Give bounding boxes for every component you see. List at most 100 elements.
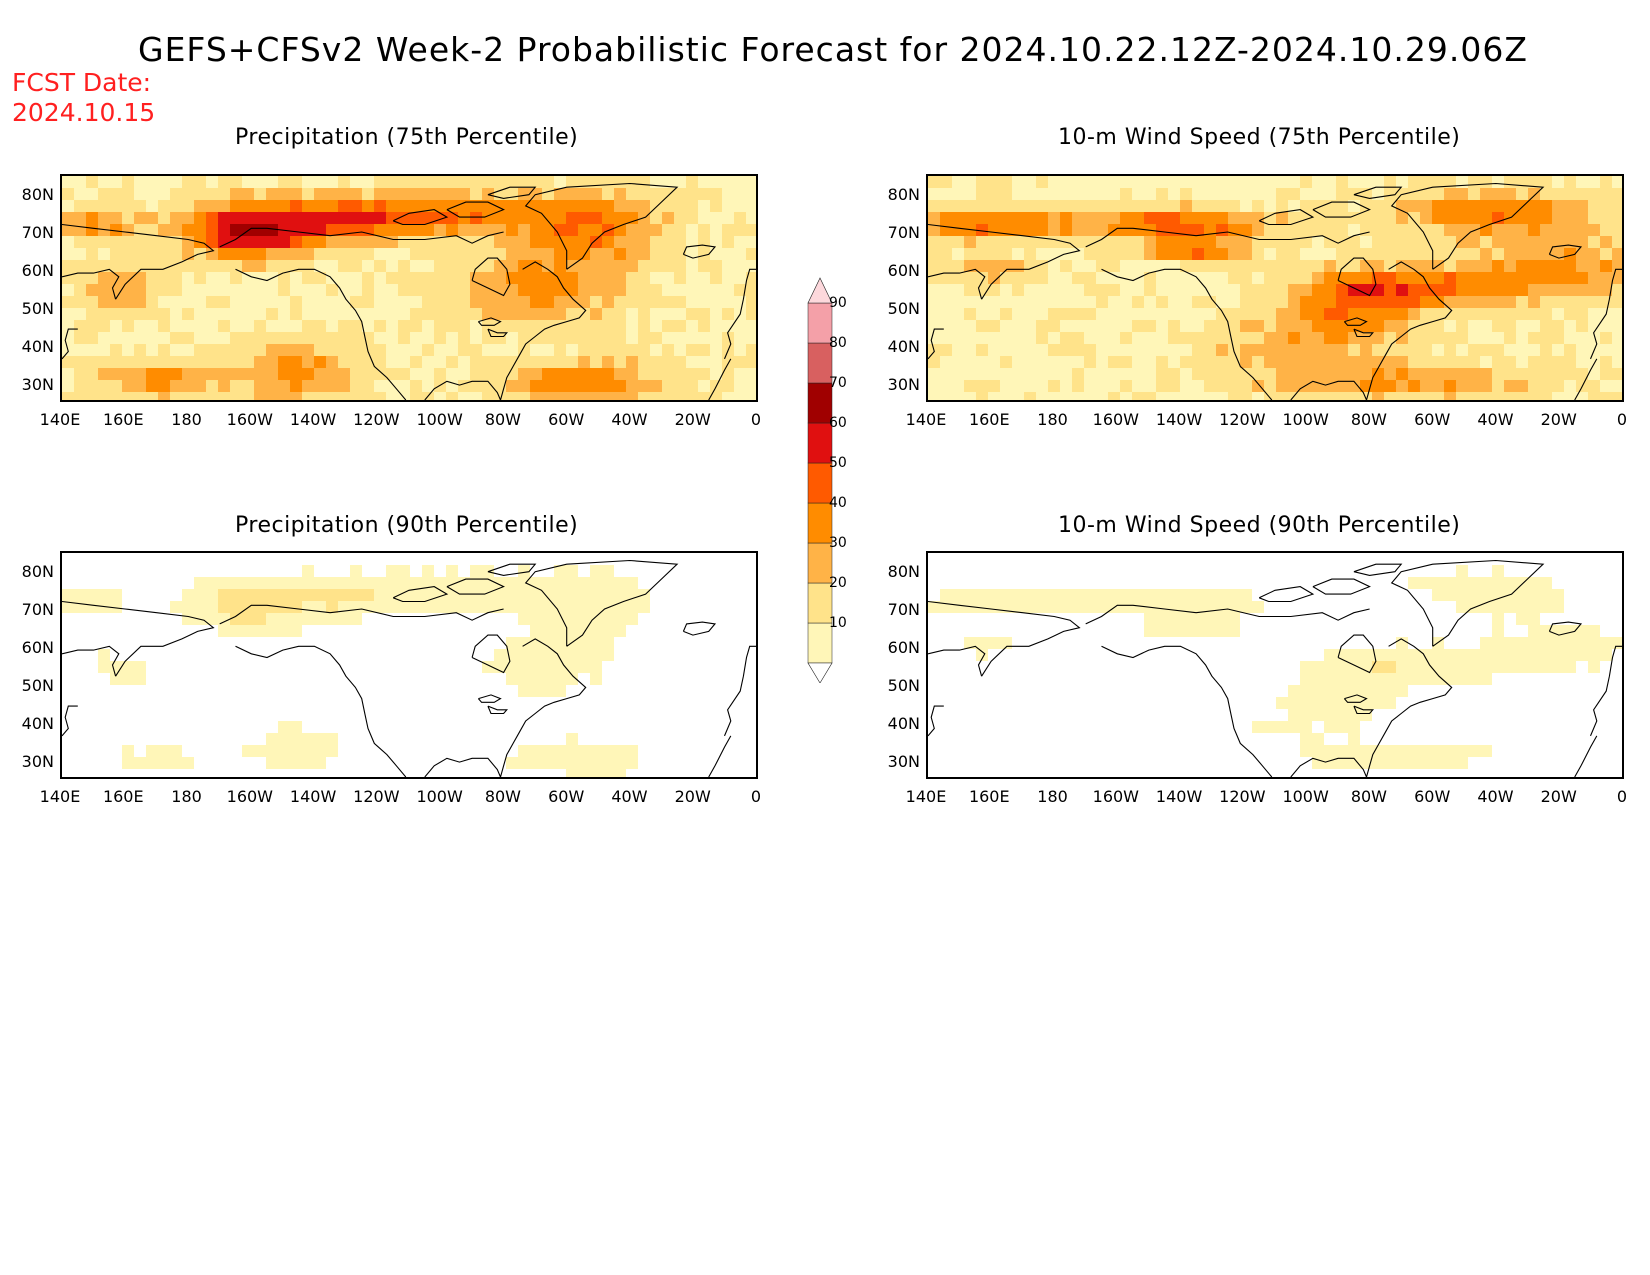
lon-label: 60W — [548, 787, 585, 806]
forecast-date-label: FCST Date: — [12, 68, 152, 97]
lon-label: 160W — [226, 787, 273, 806]
coastline — [446, 578, 505, 595]
coastline — [1353, 328, 1375, 338]
lat-label: 30N — [887, 752, 920, 771]
panel-title-wind-75: 10-m Wind Speed (75th Percentile) — [1058, 125, 1461, 150]
lon-label: 20W — [674, 410, 711, 429]
lon-label: 120W — [353, 787, 400, 806]
lon-label: 40W — [1477, 787, 1514, 806]
colorbar-segment — [807, 542, 833, 584]
lon-label: 80W — [1350, 410, 1387, 429]
coastline — [1390, 559, 1545, 647]
panel-title-precip-75: Precipitation (75th Percentile) — [235, 125, 579, 150]
coastline — [1312, 578, 1371, 595]
coastline — [928, 705, 944, 737]
colorbar-segment — [807, 302, 833, 344]
lon-label: 120W — [353, 410, 400, 429]
coastline — [487, 705, 509, 715]
coastline — [392, 209, 449, 226]
coastline — [723, 645, 756, 737]
coastline — [1290, 380, 1368, 400]
forecast-date-block: FCST Date: 2024.10.15 — [12, 68, 155, 128]
coastline — [1353, 186, 1403, 199]
lon-label: 0 — [750, 787, 762, 806]
colorbar-segment — [807, 502, 833, 544]
lat-label: 60N — [21, 638, 54, 657]
panel-title-precip-90: Precipitation (90th Percentile) — [235, 513, 579, 538]
coastline — [1343, 694, 1368, 703]
lat-label: 30N — [21, 752, 54, 771]
lon-label: 0 — [1616, 410, 1628, 429]
coastline — [1574, 358, 1598, 400]
lon-label: 180 — [171, 787, 202, 806]
colorbar-segment — [807, 382, 833, 424]
lon-label: 160E — [102, 787, 144, 806]
coastline — [487, 186, 537, 199]
lat-label: 70N — [21, 223, 54, 242]
coastline — [682, 621, 717, 636]
coastline — [62, 223, 215, 300]
map-field — [928, 553, 1622, 777]
lon-label: 140E — [905, 410, 947, 429]
coastline — [219, 227, 504, 248]
coastline — [1101, 268, 1273, 400]
lat-label: 60N — [887, 638, 920, 657]
coastline — [1258, 586, 1315, 603]
coastline — [62, 268, 120, 300]
coastline — [499, 638, 587, 777]
lat-label: 70N — [887, 600, 920, 619]
lon-label: 160W — [1092, 410, 1139, 429]
coastline — [235, 645, 407, 777]
lat-label: 80N — [21, 562, 54, 581]
lon-label: 140E — [905, 787, 947, 806]
lat-label: 50N — [887, 299, 920, 318]
lat-label: 80N — [887, 562, 920, 581]
lon-label: 80W — [484, 410, 521, 429]
lon-label: 40W — [611, 410, 648, 429]
coastline — [928, 328, 944, 360]
coastline — [1353, 563, 1403, 576]
lon-label: 160E — [968, 410, 1010, 429]
map-precip-90 — [60, 551, 758, 779]
coastline — [62, 645, 120, 677]
coastline — [1390, 182, 1545, 270]
lon-label: 180 — [171, 410, 202, 429]
lon-label: 180 — [1037, 410, 1068, 429]
lon-label: 120W — [1219, 787, 1266, 806]
lon-label: 140W — [289, 410, 337, 429]
lon-label: 60W — [1414, 410, 1451, 429]
main-title: GEFS+CFSv2 Week-2 Probabilistic Forecast… — [138, 30, 1528, 69]
coastline — [235, 268, 407, 400]
lat-label: 50N — [887, 676, 920, 695]
coastline — [723, 268, 756, 360]
lon-label: 100W — [1282, 787, 1329, 806]
coastline — [928, 600, 1081, 677]
lon-label: 140W — [289, 787, 337, 806]
coastline — [62, 328, 78, 360]
coastline — [1353, 705, 1375, 715]
lon-label: 40W — [611, 787, 648, 806]
coastline — [1312, 201, 1371, 218]
coastline — [1085, 227, 1370, 248]
lat-label: 40N — [21, 714, 54, 733]
colorbar-level-label: 30 — [829, 535, 847, 551]
coastline — [62, 705, 78, 737]
coastline — [708, 735, 732, 777]
lon-label: 160E — [102, 410, 144, 429]
coastline — [1365, 638, 1453, 777]
lon-label: 140W — [1155, 787, 1203, 806]
coastline — [499, 261, 587, 400]
colorbar-segment — [807, 342, 833, 384]
colorbar-level-label: 40 — [829, 495, 847, 511]
coastline — [424, 380, 502, 400]
lat-label: 30N — [887, 375, 920, 394]
lon-label: 20W — [674, 787, 711, 806]
lon-label: 180 — [1037, 787, 1068, 806]
lon-label: 140E — [39, 410, 81, 429]
coastline — [1365, 261, 1453, 400]
coastline — [219, 604, 504, 625]
lat-label: 70N — [887, 223, 920, 242]
lon-label: 20W — [1540, 410, 1577, 429]
map-field — [928, 176, 1622, 400]
lon-label: 60W — [1414, 787, 1451, 806]
